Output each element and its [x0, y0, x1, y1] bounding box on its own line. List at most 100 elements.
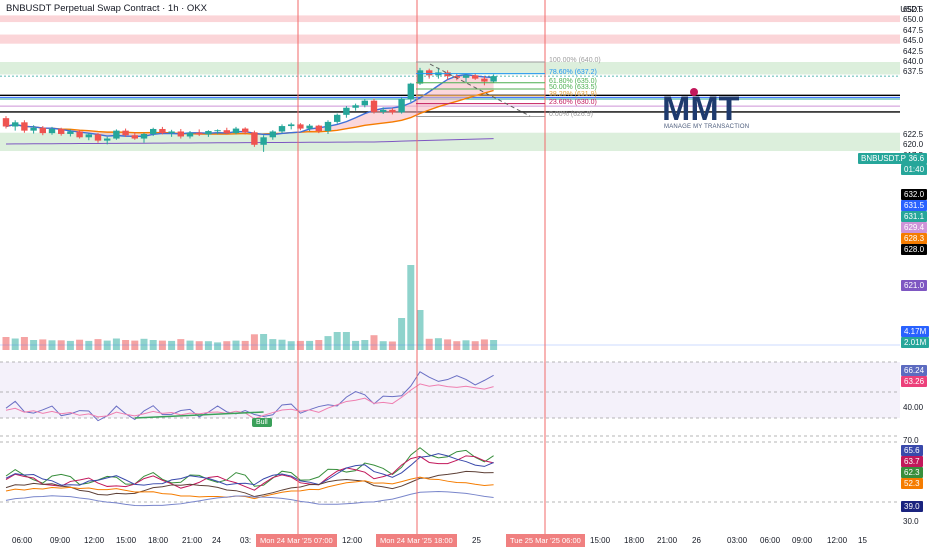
candle-body	[269, 131, 276, 138]
osc-badge-4: 39.0	[901, 501, 923, 512]
price-tick-3: 642.5	[903, 46, 924, 56]
candle	[315, 124, 322, 134]
volume-bar	[39, 339, 47, 350]
x-tick-18: 12:00	[827, 536, 848, 545]
candle	[324, 120, 332, 134]
volume-bar	[186, 340, 194, 350]
candle-body	[104, 138, 111, 141]
price-tick-7: 620.0	[903, 140, 924, 150]
candle	[269, 130, 276, 140]
rsi-tick-0: 40.00	[903, 403, 924, 412]
price-badge-7: 621.0	[901, 280, 928, 291]
osc-blue-line	[5, 453, 494, 486]
candle-body	[242, 128, 249, 133]
candle-body	[223, 130, 230, 134]
volume-bar	[462, 340, 470, 350]
osc-lavender-line	[5, 490, 494, 507]
osc-badge-1: 63.7	[901, 456, 923, 467]
candle	[232, 126, 240, 135]
candle	[159, 126, 166, 135]
x-tick-12: 18:00	[624, 536, 645, 545]
x-tick-15: 03:00	[727, 536, 748, 545]
fib-label-2: 61.80% (635.0)	[549, 77, 597, 85]
rsi-badge-1: 63.26	[901, 376, 928, 387]
rsi-badge-0: 66.24	[901, 365, 928, 376]
volume-bar	[122, 340, 130, 350]
rsi-band	[0, 362, 900, 418]
candle-body	[380, 109, 387, 112]
candle	[168, 129, 175, 137]
candle-body	[324, 121, 332, 132]
volume-bar	[480, 339, 488, 350]
candle	[104, 136, 111, 145]
volume-bar	[407, 265, 415, 350]
candle-body	[472, 75, 479, 79]
candle	[30, 125, 37, 134]
candle-body	[334, 114, 341, 122]
price-tick-1: 647.5	[903, 25, 924, 35]
price-tick-2: 645.0	[903, 36, 924, 46]
candle	[416, 67, 424, 85]
osc-badge-0: 65.6	[901, 445, 923, 456]
osc-badge-3: 52.3	[901, 478, 923, 489]
volume-bar	[168, 340, 176, 350]
candle-body	[251, 132, 258, 145]
candle-body	[140, 133, 148, 139]
candle	[306, 123, 313, 132]
fib-label-4: 38.20% (631.9)	[549, 90, 597, 98]
x-tick-17: 09:00	[792, 536, 813, 545]
candle	[370, 98, 378, 114]
volume-bar	[112, 338, 120, 350]
candle-body	[343, 107, 350, 115]
price-badge-6: 628.0	[901, 244, 928, 255]
volume-bar	[379, 341, 387, 350]
candle-body	[232, 128, 240, 134]
volume-bar	[324, 336, 332, 350]
candle	[334, 113, 341, 124]
candle	[278, 124, 286, 134]
candle-body	[297, 124, 304, 129]
candle	[407, 82, 414, 102]
x-tick-13: 21:00	[657, 536, 678, 545]
price-badge-3: 631.1	[901, 211, 928, 222]
candle	[122, 128, 129, 137]
volume-bar	[66, 340, 74, 350]
x-tick-2: 12:00	[84, 536, 105, 545]
fib-label-6: 0.00% (626.9)	[549, 111, 593, 119]
volume-bar	[352, 340, 360, 350]
candle	[251, 130, 258, 147]
volume-bar	[149, 340, 157, 350]
demand-zone-lower	[0, 132, 900, 152]
candle	[343, 106, 350, 118]
candle	[131, 132, 138, 140]
candle-body	[168, 131, 175, 134]
candle	[462, 74, 470, 82]
volume-bar	[333, 332, 341, 350]
candle	[94, 133, 102, 143]
candle	[12, 120, 19, 131]
x-tick-7: 03:	[240, 536, 252, 545]
x-tick-14: 26	[692, 536, 701, 545]
osc-green-line	[5, 447, 494, 487]
volume-bar	[453, 341, 461, 350]
candle-body	[2, 118, 10, 127]
candle-body	[444, 72, 451, 77]
fib-trend-line	[429, 63, 531, 117]
volume-bar	[260, 334, 268, 350]
price-badge-4: 629.4	[901, 222, 928, 233]
volume-bar	[425, 338, 433, 350]
slow-ma-line	[5, 89, 494, 135]
x-tick-19: 15	[858, 536, 867, 545]
volume-bar	[20, 337, 28, 350]
candle-body	[352, 105, 359, 108]
candle	[150, 127, 157, 137]
price-tick-6: 622.5	[903, 129, 924, 139]
osc-brown-line	[5, 470, 494, 498]
volume-bar	[85, 340, 93, 350]
candle	[196, 129, 203, 137]
volume-bar	[195, 341, 203, 350]
candle	[2, 116, 10, 129]
volume-bar	[2, 337, 10, 350]
x-tick-0: 06:00	[12, 536, 33, 545]
